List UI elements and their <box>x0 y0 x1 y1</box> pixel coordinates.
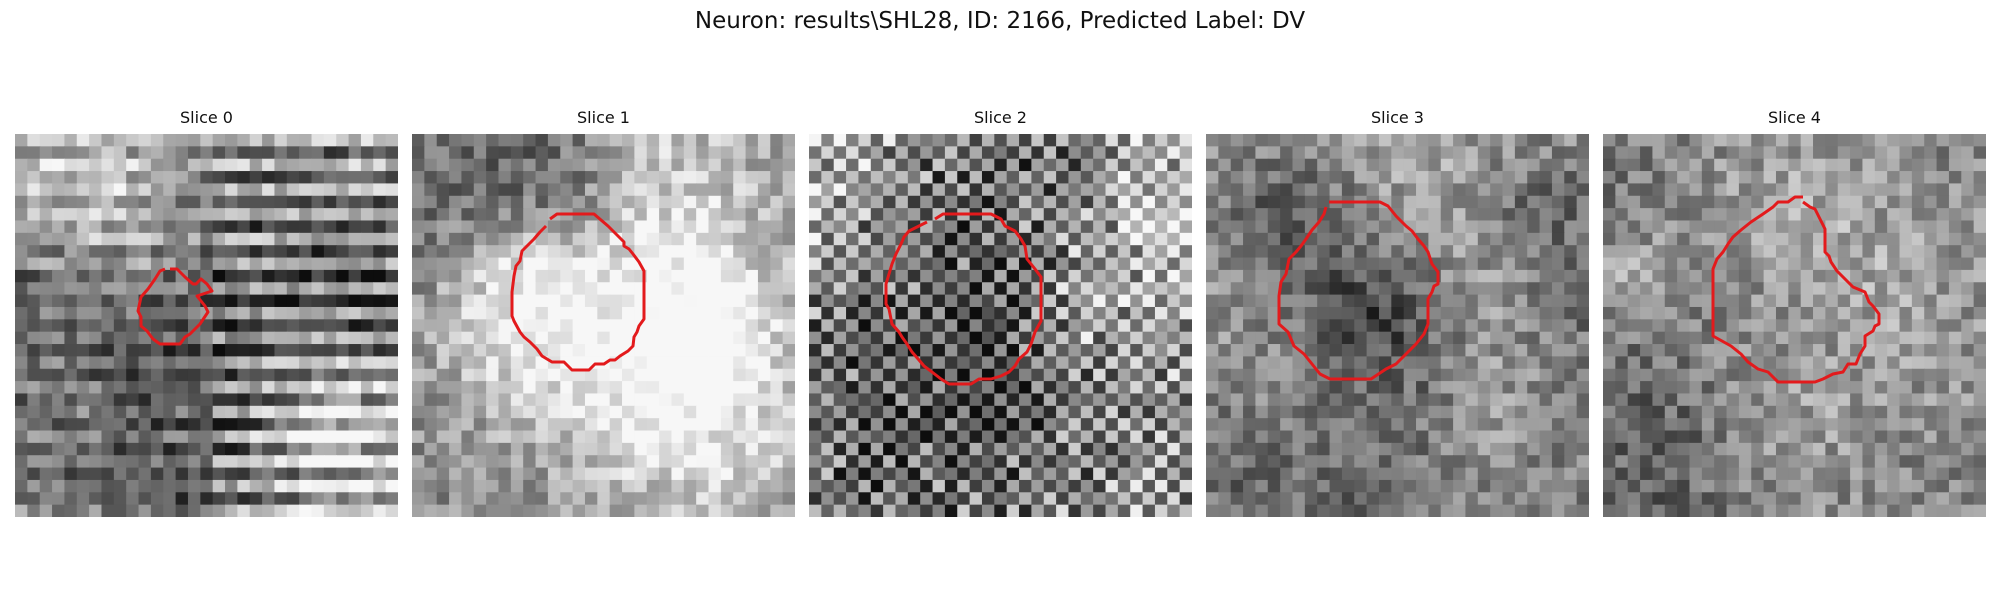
slice-title: Slice 1 <box>577 108 630 127</box>
slice-panel-4: Slice 4 <box>1603 108 1986 518</box>
slice-title: Slice 0 <box>180 108 233 127</box>
slice-image <box>1603 134 1986 517</box>
roi-contour <box>884 212 1043 386</box>
roi-contour <box>510 212 646 372</box>
slice-panel-1: Slice 1 <box>412 108 795 518</box>
slice-panel-3: Slice 3 <box>1206 108 1589 518</box>
slice-title: Slice 3 <box>1371 108 1424 127</box>
slice-image <box>809 134 1192 517</box>
grayscale-pixels <box>15 134 398 517</box>
grayscale-pixels <box>412 134 795 517</box>
grayscale-pixels <box>1603 134 1986 517</box>
grayscale-pixels <box>1206 134 1589 517</box>
roi-contour <box>1277 200 1440 381</box>
slice-title: Slice 2 <box>974 108 1027 127</box>
slice-image <box>1206 134 1589 517</box>
roi-contour <box>136 267 214 346</box>
grayscale-pixels <box>809 134 1192 517</box>
slice-title: Slice 4 <box>1768 108 1821 127</box>
slice-image <box>412 134 795 517</box>
slice-image <box>15 134 398 517</box>
figure-title: Neuron: results\SHL28, ID: 2166, Predict… <box>694 8 1306 34</box>
roi-contour <box>1711 195 1881 384</box>
slice-panel-2: Slice 2 <box>809 108 1192 518</box>
slice-panel-0: Slice 0 <box>15 108 398 518</box>
